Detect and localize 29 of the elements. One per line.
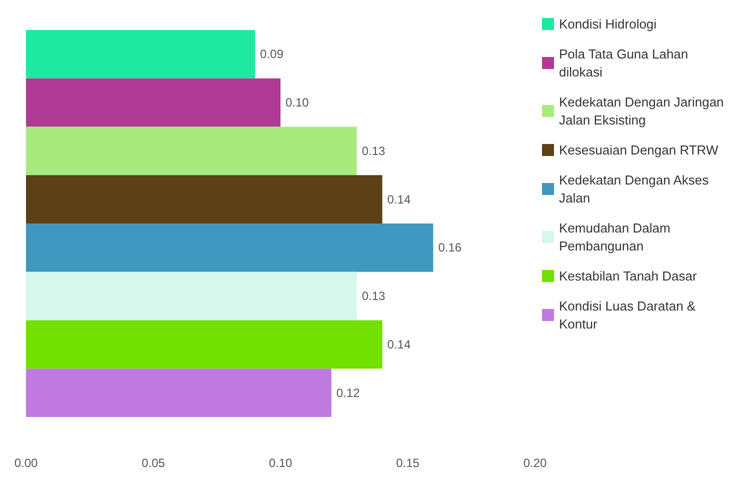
data-label: 0.09 — [260, 47, 284, 62]
bar — [26, 30, 256, 78]
x-tick-label: 0.15 — [396, 456, 420, 470]
legend-label: Kondisi Luas Daratan & Kontur — [559, 298, 700, 332]
data-label: 0.13 — [362, 144, 386, 158]
x-tick-label: 0.00 — [14, 456, 38, 470]
bar — [26, 224, 434, 272]
data-label: 0.14 — [387, 192, 411, 206]
bar — [26, 126, 357, 176]
legend-label: Kestabilan Tanah Dasar — [559, 268, 698, 284]
legend-label: Kemudahan Dalam Pembangunan — [559, 220, 674, 254]
legend-label: Kesesuaian Dengan RTRW — [559, 142, 719, 158]
data-label: 0.12 — [336, 386, 360, 400]
legend-label: Kedekatan Dengan Jaringan Jalan Eksisting — [559, 94, 728, 128]
bar — [26, 368, 332, 417]
bar — [26, 175, 382, 224]
legend-label: Kondisi Hidrologi — [559, 16, 657, 32]
data-label: 0.10 — [286, 96, 310, 110]
x-tick-label: 0.10 — [268, 456, 292, 470]
legend-label: Pola Tata Guna Lahan dilokasi — [559, 46, 692, 80]
data-label: 0.16 — [438, 240, 462, 255]
bar — [26, 320, 382, 369]
data-label: 0.13 — [362, 289, 386, 304]
x-tick-label: 0.05 — [142, 456, 166, 470]
data-label: 0.14 — [387, 337, 411, 352]
x-tick-label: 0.20 — [523, 456, 547, 470]
legend-label: Kedekatan Dengan Akses Jalan — [559, 172, 712, 206]
bar — [26, 78, 280, 127]
bar — [26, 272, 357, 320]
